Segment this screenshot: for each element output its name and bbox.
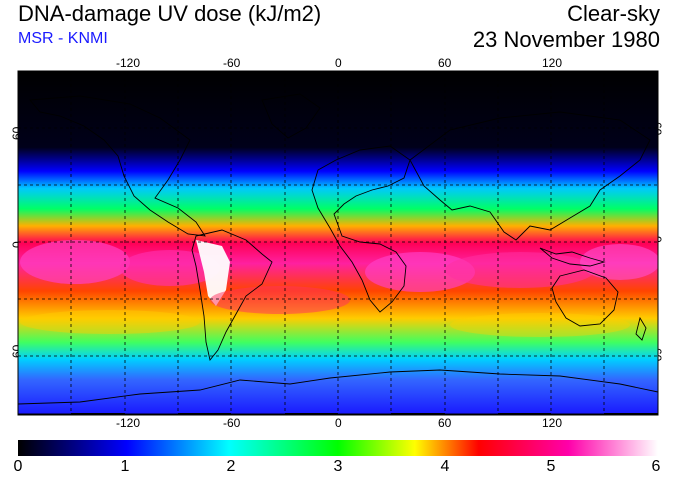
lon-label-bottom-0: 0 [335,416,342,430]
frame-ticks [71,71,658,415]
colorbar-tick-5: 5 [546,458,556,475]
map-title: DNA-damage UV dose (kJ/m2) [18,1,322,26]
coast-asia [409,111,651,241]
lon-label-bottom-neg120: -120 [116,416,141,430]
hotspot-pacific [120,250,220,286]
coast-new-zealand [635,316,647,341]
south-atlantic-band [210,286,350,314]
colorbar-tick-6: 6 [651,458,661,475]
south-pacific-band [20,310,200,334]
colorbar-tick-2: 2 [226,458,236,475]
lon-label-top-120: 120 [542,56,563,70]
coast-greenland [261,93,321,139]
lon-label-top-60: 60 [438,56,452,70]
coast-australia [551,269,619,327]
coast-north-america [29,95,206,237]
coast-indonesia [539,247,606,267]
coast-europe-africa [311,145,411,313]
hotspot-west-pacific [580,244,658,280]
colorbar-tick-0: 0 [13,458,23,475]
colorbar [18,440,658,456]
lon-label-bottom-neg60: -60 [223,416,241,430]
data-source-label: MSR - KNMI [18,30,108,47]
lon-label-top-neg60: -60 [223,56,241,70]
hotspot-indian-ocean [445,252,595,288]
coast-antarctica [18,369,658,405]
sky-condition-label: Clear-sky [567,1,660,26]
colorbar-tick-3: 3 [333,458,343,475]
date-label: 23 November 1980 [472,27,660,52]
south-indian-band [450,313,630,337]
lon-label-bottom-60: 60 [438,416,452,430]
colorbar-tick-4: 4 [440,458,450,475]
coastlines [18,93,658,405]
peak-andes [196,240,230,306]
lon-label-top-0: 0 [335,56,342,70]
hotspot-africa [365,252,475,292]
lon-label-bottom-120: 120 [542,416,563,430]
coast-south-america [191,229,273,362]
hotspot-east-pacific [20,240,130,284]
lon-label-top-neg120: -120 [116,56,141,70]
colorbar-tick-1: 1 [120,458,130,475]
